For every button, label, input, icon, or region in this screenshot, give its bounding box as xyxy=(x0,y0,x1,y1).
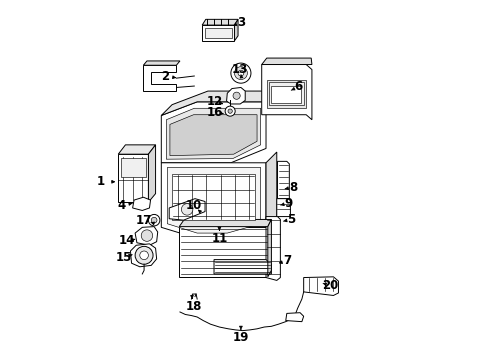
Text: 16: 16 xyxy=(206,106,223,119)
Polygon shape xyxy=(266,80,305,108)
Polygon shape xyxy=(276,199,290,217)
Polygon shape xyxy=(169,199,204,220)
Text: 19: 19 xyxy=(232,330,248,343)
Text: 5: 5 xyxy=(286,213,295,226)
Polygon shape xyxy=(179,226,267,277)
Polygon shape xyxy=(267,220,271,277)
Polygon shape xyxy=(161,91,276,116)
Polygon shape xyxy=(172,174,254,220)
Polygon shape xyxy=(285,313,303,321)
Circle shape xyxy=(234,67,247,80)
Polygon shape xyxy=(161,102,265,163)
Polygon shape xyxy=(303,277,338,296)
Polygon shape xyxy=(118,154,148,202)
Polygon shape xyxy=(118,145,155,154)
Text: 13: 13 xyxy=(232,63,248,76)
Polygon shape xyxy=(202,19,238,25)
Polygon shape xyxy=(143,65,176,91)
Text: 1: 1 xyxy=(97,175,105,188)
Polygon shape xyxy=(202,25,234,41)
Circle shape xyxy=(233,92,240,99)
Text: 20: 20 xyxy=(322,279,338,292)
Polygon shape xyxy=(143,61,180,65)
Polygon shape xyxy=(268,82,304,105)
Text: 11: 11 xyxy=(211,231,227,244)
Text: 17: 17 xyxy=(135,214,151,227)
Polygon shape xyxy=(166,108,260,159)
Text: 9: 9 xyxy=(284,197,292,210)
Text: 15: 15 xyxy=(116,251,132,264)
Text: 12: 12 xyxy=(206,95,223,108)
Circle shape xyxy=(141,230,152,241)
Polygon shape xyxy=(204,28,231,38)
Polygon shape xyxy=(265,217,280,280)
Polygon shape xyxy=(179,220,271,226)
Circle shape xyxy=(140,251,148,260)
Circle shape xyxy=(148,215,160,226)
Circle shape xyxy=(151,217,157,223)
Text: 10: 10 xyxy=(185,199,201,212)
Text: 4: 4 xyxy=(118,199,126,212)
Polygon shape xyxy=(167,167,260,233)
Text: 18: 18 xyxy=(185,300,202,313)
Polygon shape xyxy=(265,152,276,227)
Text: 7: 7 xyxy=(283,254,291,267)
Text: 2: 2 xyxy=(161,69,169,82)
Circle shape xyxy=(181,204,192,215)
Text: 14: 14 xyxy=(119,234,135,247)
Polygon shape xyxy=(130,244,156,267)
Circle shape xyxy=(224,106,235,116)
Text: 3: 3 xyxy=(236,16,244,29)
Polygon shape xyxy=(234,19,238,41)
Circle shape xyxy=(230,63,250,83)
Polygon shape xyxy=(271,86,301,103)
Text: 6: 6 xyxy=(294,80,302,93)
Circle shape xyxy=(238,70,244,76)
Polygon shape xyxy=(214,260,271,274)
Polygon shape xyxy=(135,226,158,245)
Polygon shape xyxy=(148,145,155,202)
Circle shape xyxy=(227,109,232,113)
Polygon shape xyxy=(261,58,311,64)
Text: 8: 8 xyxy=(288,181,296,194)
Polygon shape xyxy=(169,115,257,156)
Polygon shape xyxy=(277,161,289,199)
Polygon shape xyxy=(132,197,150,211)
Polygon shape xyxy=(226,87,244,104)
Polygon shape xyxy=(121,158,145,177)
Polygon shape xyxy=(161,163,265,237)
Polygon shape xyxy=(261,64,311,120)
Circle shape xyxy=(135,246,153,264)
